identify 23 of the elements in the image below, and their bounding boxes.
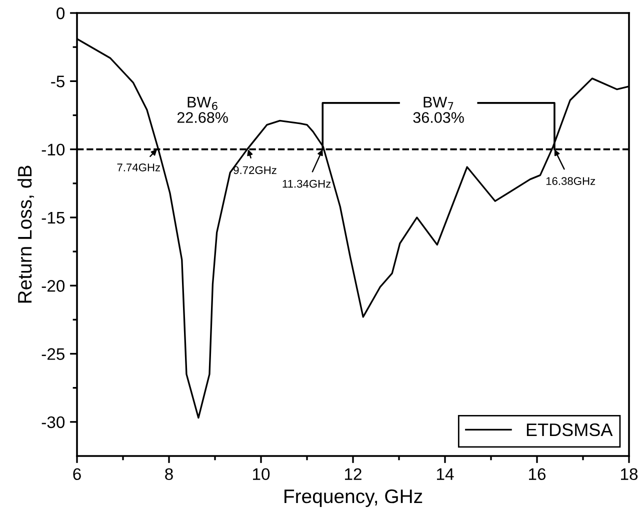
y-axis-title: Return Loss, dB xyxy=(17,166,34,303)
y-tick-label: -5 xyxy=(51,76,64,88)
legend-label: ETDSMSA xyxy=(526,423,613,436)
annotation: 11.34GHz xyxy=(282,180,331,188)
annotation: 9.72GHz xyxy=(234,166,276,174)
x-tick-label: 10 xyxy=(253,468,270,480)
annotation: 7.74GHz xyxy=(117,164,160,172)
y-tick-label: -15 xyxy=(42,212,64,224)
x-tick-label: 12 xyxy=(345,468,362,480)
annotation: BW$_{7}$ 36.03% xyxy=(413,96,464,123)
y-tick-label: 0 xyxy=(56,7,65,20)
x-axis-title: Frequency, GHz xyxy=(284,489,422,508)
annotation: 16.38GHz xyxy=(546,177,596,186)
x-tick-label: 18 xyxy=(621,468,638,480)
x-tick-label: 16 xyxy=(529,468,546,480)
y-tick-label: -30 xyxy=(42,416,65,428)
y-tick-label: -25 xyxy=(42,348,64,360)
x-tick-label: 14 xyxy=(437,468,454,480)
x-tick-label: 8 xyxy=(165,468,173,480)
y-tick-label: -10 xyxy=(42,144,65,156)
x-tick-label: 6 xyxy=(73,468,81,480)
annotation: BW$_{6}$ 22.68% xyxy=(177,96,228,123)
y-tick-label: -20 xyxy=(42,280,65,292)
